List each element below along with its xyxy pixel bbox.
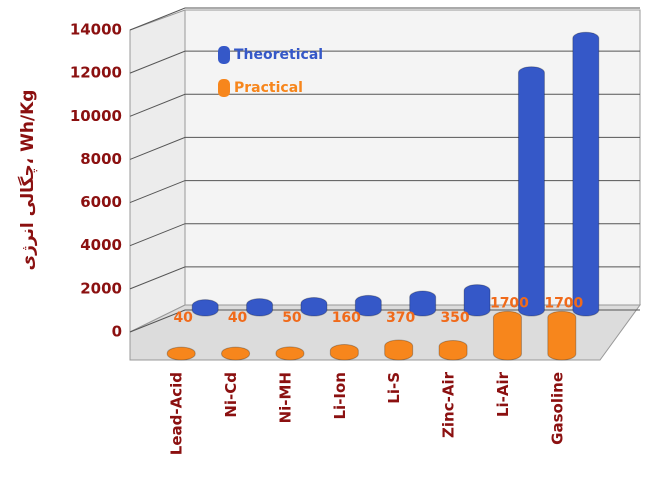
data-label: 40 — [173, 310, 193, 326]
x-tick-label: Ni-Cd — [222, 372, 240, 418]
bar — [275, 346, 305, 361]
x-tick-label: Li-S — [385, 372, 403, 404]
y-tick-label: 2000 — [80, 279, 122, 297]
y-axis-label: چگالی انرژی، Wh/Kg — [17, 90, 38, 271]
grid-line — [129, 136, 640, 160]
x-tick-label: Gasoline — [548, 372, 566, 445]
x-tick-label: Ni-MH — [276, 372, 294, 423]
bar — [547, 310, 577, 361]
grid-line — [129, 223, 640, 247]
bar — [409, 290, 437, 317]
data-label: 1700 — [490, 295, 529, 311]
bar — [246, 298, 274, 317]
bar — [354, 294, 382, 317]
x-tick-label: Li-Ion — [331, 372, 349, 420]
grid-line — [129, 266, 640, 290]
bar — [438, 339, 468, 361]
y-tick-label: 6000 — [80, 193, 122, 211]
x-tick-label: Lead-Acid — [168, 372, 186, 455]
data-label: 160 — [332, 310, 361, 326]
legend-label: Practical — [234, 80, 303, 96]
grid-line — [129, 93, 640, 117]
y-tick-label: 12000 — [70, 64, 122, 82]
x-tick-label: Li-Air — [494, 371, 512, 417]
data-label: 50 — [282, 310, 302, 326]
y-tick-label: 14000 — [70, 21, 122, 39]
data-label: 40 — [228, 310, 248, 326]
data-label: 350 — [440, 310, 469, 326]
legend-marker — [218, 79, 230, 97]
data-label: 370 — [386, 310, 415, 326]
bar — [300, 297, 328, 317]
y-tick-label: 10000 — [70, 107, 122, 125]
y-tick-label: 0 — [112, 323, 122, 341]
bar — [329, 344, 359, 361]
data-label: 1700 — [544, 295, 583, 311]
bar — [517, 66, 545, 317]
y-tick-label: 8000 — [80, 150, 122, 168]
bar — [221, 346, 251, 361]
grid-line — [129, 180, 640, 204]
bar — [384, 339, 414, 361]
bar — [166, 346, 196, 361]
grid-line — [129, 7, 640, 31]
bar — [463, 284, 491, 317]
legend-label: Theoretical — [234, 47, 323, 63]
grid-line — [129, 50, 640, 74]
bar — [191, 299, 219, 317]
bar — [572, 31, 600, 317]
x-tick-label: Zinc-Air — [440, 371, 458, 438]
legend-marker — [218, 46, 230, 64]
bar — [492, 310, 522, 361]
y-tick-label: 4000 — [80, 236, 122, 254]
